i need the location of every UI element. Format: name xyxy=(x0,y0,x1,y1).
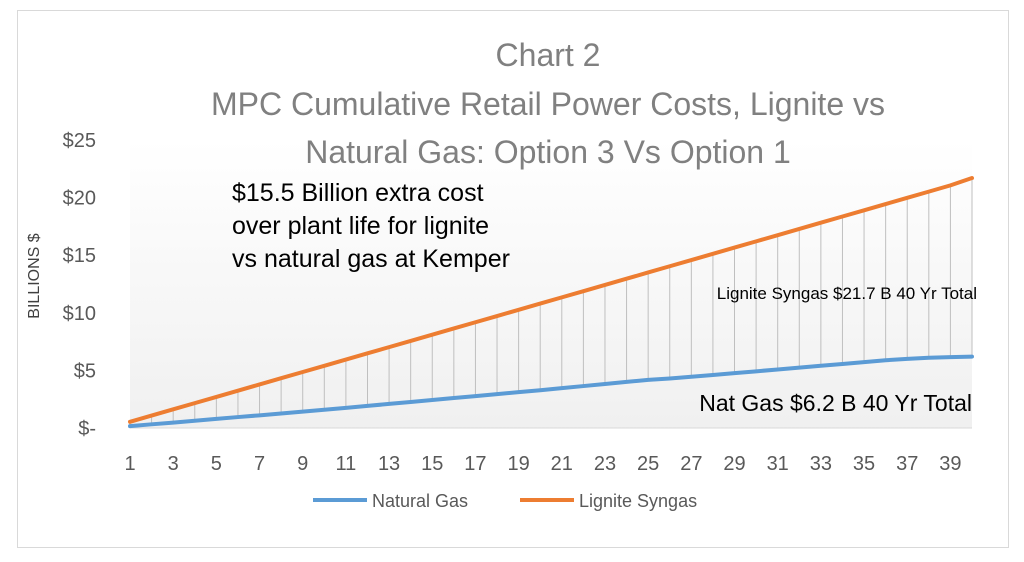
y-axis-title: BILLIONS $ xyxy=(26,233,43,318)
chart-title-line1: Chart 2 xyxy=(496,37,601,73)
y-tick-label: $5 xyxy=(74,360,96,382)
x-tick-label: 7 xyxy=(254,453,265,475)
x-tick-label: 21 xyxy=(551,453,573,475)
x-tick-label: 13 xyxy=(378,453,400,475)
y-tick-label: $10 xyxy=(63,303,96,325)
y-tick-label: $- xyxy=(78,418,96,440)
annotation-extra-cost-line3: vs natural gas at Kemper xyxy=(232,245,510,273)
x-tick-label: 15 xyxy=(421,453,443,475)
x-tick-label: 9 xyxy=(297,453,308,475)
x-tick-label: 23 xyxy=(594,453,616,475)
x-tick-label: 19 xyxy=(507,453,529,475)
legend: Natural Gas Lignite Syngas xyxy=(313,491,697,511)
x-tick-label: 37 xyxy=(896,453,918,475)
drop-lines xyxy=(129,178,973,427)
y-tick-label: $25 xyxy=(63,130,96,152)
series-line-lignite-syngas xyxy=(128,176,974,424)
annotation-nat-gas-total: Nat Gas $6.2 B 40 Yr Total xyxy=(699,390,972,416)
x-tick-label: 5 xyxy=(211,453,222,475)
x-tick-label: 1 xyxy=(124,453,135,475)
x-tick-label: 39 xyxy=(939,453,961,475)
series-lines xyxy=(128,176,974,429)
y-tick-label: $20 xyxy=(63,188,96,210)
x-tick-label: 29 xyxy=(723,453,745,475)
legend-label-lignite-syngas: Lignite Syngas xyxy=(579,491,697,511)
x-tick-label: 35 xyxy=(853,453,875,475)
annotation-lignite-total: Lignite Syngas $21.7 B 40 Yr Total xyxy=(717,284,977,303)
x-tick-label: 11 xyxy=(336,453,357,475)
legend-label-natural-gas: Natural Gas xyxy=(372,491,468,511)
x-tick-label: 17 xyxy=(464,453,486,475)
annotation-extra-cost-line1: $15.5 Billion extra cost xyxy=(232,179,484,207)
chart-title-line3: Natural Gas: Option 3 Vs Option 1 xyxy=(305,134,791,170)
annotation-extra-cost-line2: over plant life for lignite xyxy=(232,212,489,240)
x-tick-label: 33 xyxy=(810,453,832,475)
x-tick-label: 31 xyxy=(767,453,789,475)
series-line-natural-gas xyxy=(128,354,974,429)
x-tick-label: 27 xyxy=(680,453,702,475)
x-tick-label: 25 xyxy=(637,453,659,475)
y-tick-label: $15 xyxy=(63,245,96,267)
x-tick-labels: 1 3 5 7 9 11 13 15 17 19 21 23 25 27 29 31 33 35 37 39 xyxy=(124,453,961,475)
x-tick-label: 3 xyxy=(168,453,179,475)
chart-title-line2: MPC Cumulative Retail Power Costs, Ligni… xyxy=(211,86,885,122)
y-tick-labels: $- $5 $10 $15 $20 $25 xyxy=(63,130,96,440)
